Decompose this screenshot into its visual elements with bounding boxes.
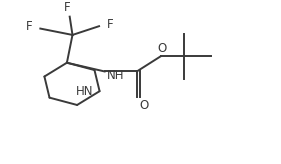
Text: F: F [107,18,114,31]
Text: O: O [139,99,148,112]
Text: HN: HN [76,85,93,98]
Text: F: F [26,20,33,33]
Text: O: O [157,42,167,55]
Text: NH: NH [107,69,124,82]
Text: F: F [64,1,70,14]
